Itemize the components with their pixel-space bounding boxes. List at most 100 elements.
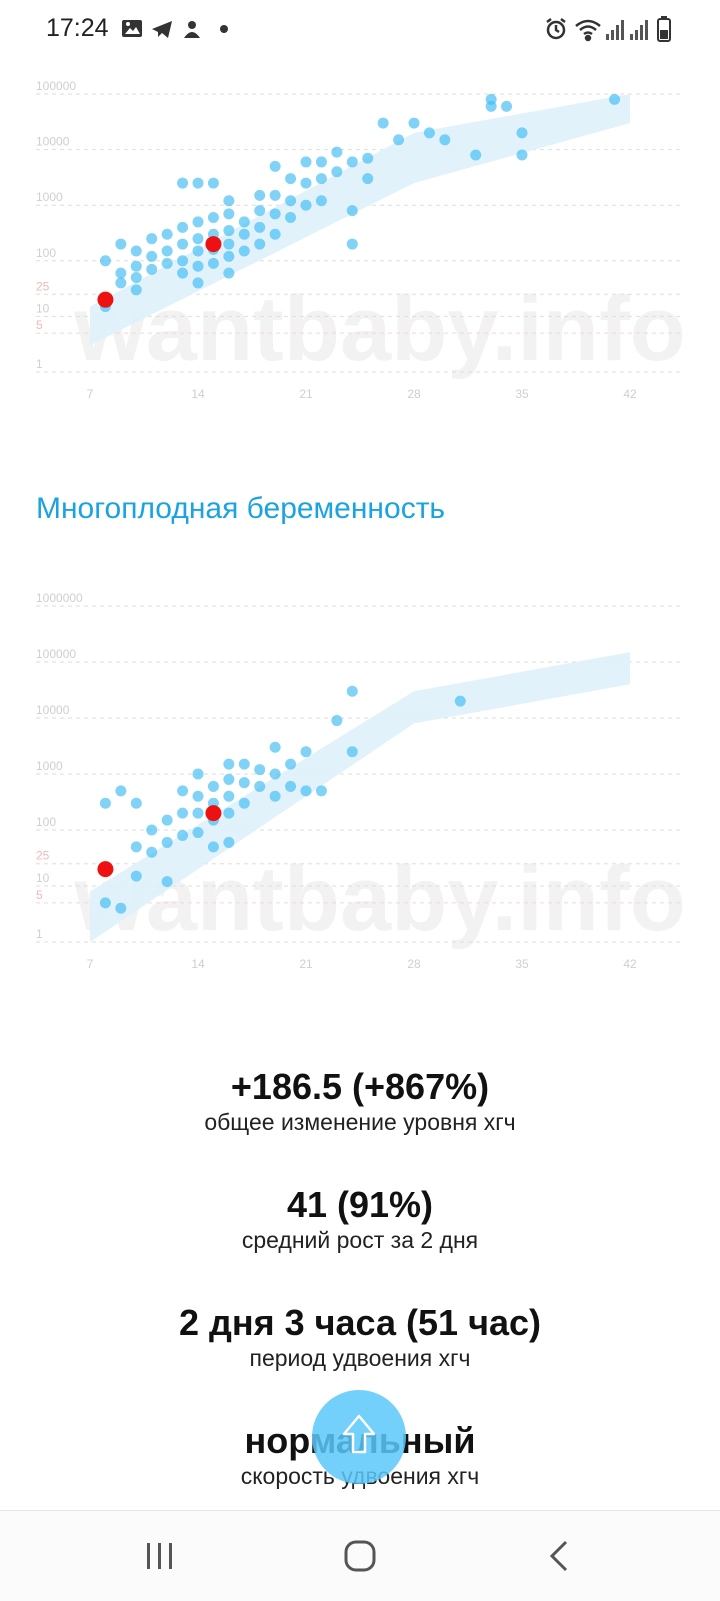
data-point — [269, 768, 281, 780]
x-tick-label: 21 — [299, 957, 313, 971]
y-tick-label: 10 — [36, 871, 50, 885]
data-point — [300, 156, 312, 168]
x-tick-label: 42 — [623, 387, 637, 401]
y-tick-label: 1000 — [36, 190, 63, 204]
data-point — [454, 695, 466, 707]
data-point — [516, 149, 528, 161]
data-point — [146, 824, 158, 836]
data-point — [192, 807, 204, 819]
data-point — [254, 221, 266, 233]
data-point — [146, 250, 158, 262]
data-point — [300, 177, 312, 189]
data-point — [161, 876, 173, 888]
x-tick-label: 14 — [191, 387, 205, 401]
recent-apps-icon — [147, 1543, 172, 1569]
x-tick-label: 35 — [515, 957, 529, 971]
stat-value: +186.5 (+867%) — [230, 1066, 490, 1107]
data-point — [377, 117, 389, 129]
signal-icon — [630, 20, 648, 40]
recent-apps-button[interactable] — [130, 1531, 190, 1581]
data-point — [161, 814, 173, 826]
x-tick-label: 7 — [87, 387, 94, 401]
data-point — [254, 189, 266, 201]
data-point — [269, 741, 281, 753]
data-point — [99, 897, 111, 909]
data-point — [223, 758, 235, 770]
data-point — [269, 160, 281, 172]
user-measurement-point — [205, 236, 222, 253]
scroll-top-button[interactable] — [312, 1390, 406, 1484]
home-button[interactable] — [330, 1531, 390, 1581]
data-point — [223, 807, 235, 819]
stat-doubling-period: 2 дня 3 часа (51 час) период удвоения хг… — [0, 1302, 720, 1420]
stat-avg-growth: 41 (91%) средний рост за 2 дня — [0, 1184, 720, 1302]
telegram-icon — [152, 21, 172, 38]
data-point — [439, 134, 451, 146]
x-tick-label: 14 — [191, 957, 205, 971]
data-point — [177, 255, 189, 267]
data-point — [346, 238, 358, 250]
y-tick-label: 25 — [36, 279, 50, 293]
y-tick-label: 1000000 — [36, 591, 83, 605]
data-point — [223, 773, 235, 785]
data-point — [393, 134, 405, 146]
data-point — [130, 245, 142, 257]
section-title: Многоплодная беременность — [36, 492, 446, 525]
data-point — [177, 238, 189, 250]
data-point — [346, 156, 358, 168]
data-point — [254, 205, 266, 217]
data-point — [331, 146, 343, 158]
data-point — [177, 807, 189, 819]
data-point — [192, 245, 204, 257]
data-point — [130, 841, 142, 853]
navigation-bar — [0, 1510, 720, 1601]
data-point — [485, 100, 497, 112]
normal-range-band — [90, 652, 630, 942]
y-tick-label: 100 — [36, 246, 56, 260]
data-point — [192, 827, 204, 839]
y-tick-label: 25 — [36, 849, 50, 863]
data-point — [285, 195, 297, 207]
wifi-icon — [575, 19, 601, 42]
stat-label: период удвоения хгч — [249, 1345, 471, 1371]
data-point — [285, 212, 297, 224]
data-point — [331, 715, 343, 727]
data-point — [238, 245, 250, 257]
back-icon — [549, 1540, 568, 1572]
alarm-icon — [546, 18, 566, 40]
data-point — [115, 785, 127, 797]
data-point — [285, 758, 297, 770]
app-notification-icon — [184, 21, 200, 38]
data-point — [223, 836, 235, 848]
data-point — [207, 257, 219, 269]
y-tick-label: 1 — [36, 927, 43, 941]
x-tick-label: 28 — [407, 387, 421, 401]
data-point — [177, 785, 189, 797]
y-tick-label: 10 — [36, 301, 50, 315]
data-point — [192, 277, 204, 289]
data-point — [130, 260, 142, 272]
y-tick-label: 5 — [36, 888, 43, 902]
dot-icon — [220, 25, 228, 33]
data-point — [223, 790, 235, 802]
y-tick-label: 100000 — [36, 647, 76, 661]
data-point — [99, 255, 111, 267]
data-point — [223, 225, 235, 237]
back-button[interactable] — [530, 1531, 590, 1581]
user-measurement-point — [97, 861, 114, 878]
data-point — [315, 785, 327, 797]
data-point — [315, 195, 327, 207]
data-point — [346, 685, 358, 697]
data-point — [161, 257, 173, 269]
data-point — [269, 228, 281, 240]
stat-total-change: +186.5 (+867%) общее изменение уровня хг… — [0, 1066, 720, 1184]
data-point — [331, 166, 343, 178]
data-point — [269, 189, 281, 201]
data-point — [161, 245, 173, 257]
data-point — [207, 177, 219, 189]
data-point — [99, 797, 111, 809]
data-point — [346, 205, 358, 217]
data-point — [516, 127, 528, 139]
data-point — [315, 173, 327, 185]
